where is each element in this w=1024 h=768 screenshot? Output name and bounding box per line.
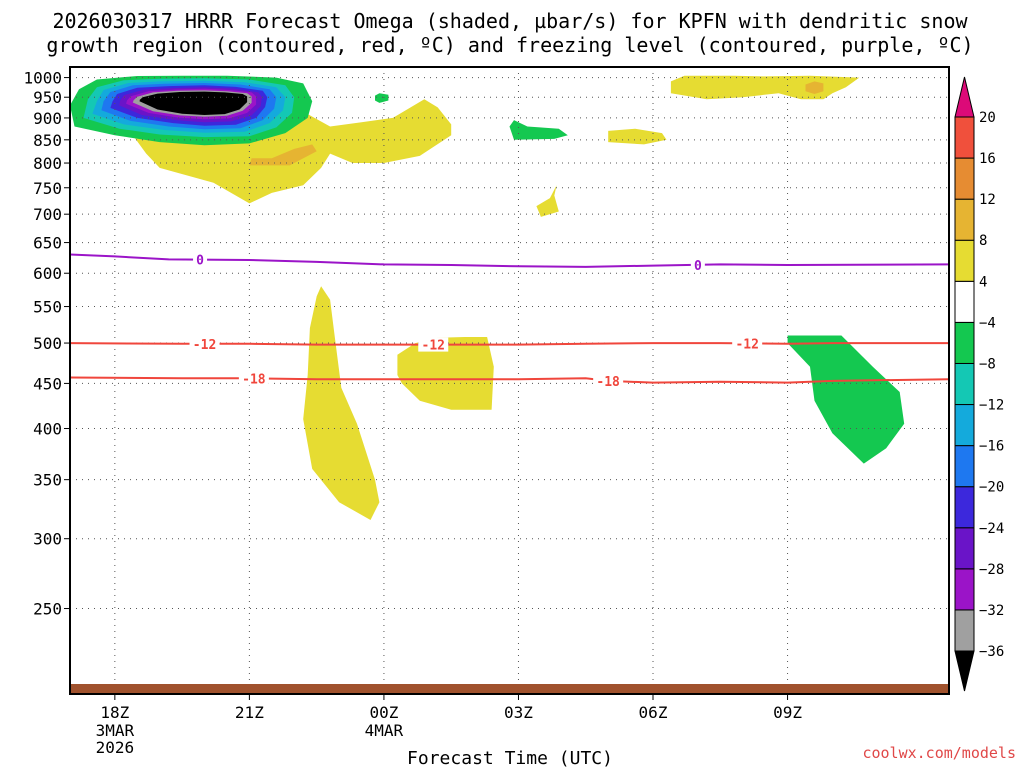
y-tick-label-450: 450 (33, 374, 62, 393)
colorbar-label: 16 (979, 151, 996, 167)
colorbar-label: −28 (979, 562, 1004, 578)
y-tick-label-600: 600 (33, 264, 62, 283)
x-tick-sublabel: 4MAR (365, 721, 404, 740)
colorbar-label: 4 (979, 274, 987, 290)
y-tick-label-850: 850 (33, 131, 62, 150)
omega-region-5 (536, 185, 559, 217)
credit-link[interactable]: coolwx.com/models (862, 744, 1016, 762)
colorbar-bin (954, 239, 975, 282)
x-tick-label-0: 18Z (100, 703, 129, 722)
colorbar-bin (954, 157, 975, 200)
isotherm-label--12: -12 (422, 339, 445, 354)
omega-shading (70, 75, 905, 520)
x-tick-label-3: 03Z (504, 703, 533, 722)
isotherm-label-bg (593, 373, 624, 388)
y-tick-label-350: 350 (33, 471, 62, 490)
plot-frame (69, 66, 950, 695)
colorbar-bin (954, 116, 975, 159)
isotherm-label--18: -18 (596, 375, 620, 390)
omega-region-10 (375, 93, 389, 103)
isotherm-label-0: 0 (694, 259, 702, 274)
omega-region-2 (787, 335, 905, 464)
colorbar-label: −36 (979, 644, 1004, 660)
y-tick-label-500: 500 (33, 334, 62, 353)
x-tick-label-2: 00Z (369, 703, 398, 722)
omega-region-7 (608, 128, 667, 145)
colorbar-bin (954, 362, 975, 406)
grid-lines (70, 67, 949, 694)
y-tick-label-950: 950 (33, 88, 62, 107)
y-axis-ticks: 250 300 350 400 450 500 550 600 650 700 750 800 850 9… (23, 69, 70, 619)
x-tick-label-1: 21Z (235, 703, 264, 722)
colorbar-label: −4 (979, 315, 996, 331)
colorbar-label: −24 (979, 521, 1004, 537)
colorbar-bin (954, 280, 975, 323)
y-tick-label-400: 400 (33, 420, 62, 439)
chart-title-line-1: 2026030317 HRRR Forecast Omega (shaded, … (52, 9, 968, 33)
x-tick-label-4: 06Z (639, 703, 668, 722)
omega-region-6 (509, 120, 568, 140)
isotherm-label-bg (193, 252, 208, 267)
x-tick-sublabel: 2026 (96, 738, 135, 757)
colorbar-bin (954, 568, 975, 611)
colorbar-bin (954, 486, 975, 529)
x-axis-label: Forecast Time (UTC) (407, 748, 613, 768)
colorbar: −36 −32 −28 −24 −20 −16 −12 −8 −4 4 8 12 16 20 (954, 76, 1004, 692)
y-tick-label-800: 800 (33, 154, 62, 173)
colorbar-label: −8 (979, 356, 996, 372)
isotherm-label-bg (189, 336, 220, 351)
colorbar-bin (954, 404, 975, 447)
y-tick-label-300: 300 (33, 530, 62, 549)
colorbar-arrow-top (954, 76, 975, 118)
isotherm-line-0 (70, 253, 949, 268)
isotherm-contours: -18 -18 -12 -12 -12 0 0 (70, 252, 949, 390)
isotherm-label--12: -12 (193, 338, 216, 353)
colorbar-bin (954, 609, 975, 652)
y-tick-label-750: 750 (33, 179, 62, 198)
chart-title-line-2: growth region (contoured, red, ºC) and f… (46, 33, 973, 57)
y-tick-label-900: 900 (33, 109, 62, 128)
terrain-strip (70, 684, 949, 694)
colorbar-bin (954, 198, 975, 241)
omega-region-4 (249, 144, 317, 166)
isotherm-label-bg (418, 337, 449, 352)
y-tick-label-650: 650 (33, 234, 62, 253)
isotherm-line--12 (70, 342, 949, 346)
colorbar-label: −32 (979, 603, 1004, 619)
isotherm-label-bg (690, 257, 705, 272)
colorbar-label: −12 (979, 398, 1004, 414)
colorbar-label: 12 (979, 192, 996, 208)
x-tick-sublabel: 3MAR (96, 721, 135, 740)
isotherm-label--18: -18 (242, 372, 266, 387)
isotherm-label-0: 0 (196, 254, 204, 269)
colorbar-bin (954, 445, 975, 488)
omega-region-1 (397, 337, 494, 410)
colorbar-label: −16 (979, 439, 1004, 455)
y-tick-label-550: 550 (33, 298, 62, 317)
omega-region-9 (805, 81, 824, 94)
y-tick-label-250: 250 (33, 600, 62, 619)
isotherm-label--12: -12 (735, 337, 758, 352)
colorbar-label: −20 (979, 480, 1004, 496)
y-tick-label-1000: 1000 (23, 69, 62, 88)
colorbar-bin (954, 527, 975, 570)
colorbar-bin (954, 321, 975, 364)
x-tick-label-5: 09Z (773, 703, 802, 722)
colorbar-label: 8 (979, 233, 987, 249)
y-tick-label-700: 700 (33, 205, 62, 224)
omega-region-8 (670, 75, 860, 100)
isotherm-label-bg (732, 336, 763, 351)
isotherm-label-bg (238, 371, 269, 386)
colorbar-label: 20 (979, 110, 996, 126)
